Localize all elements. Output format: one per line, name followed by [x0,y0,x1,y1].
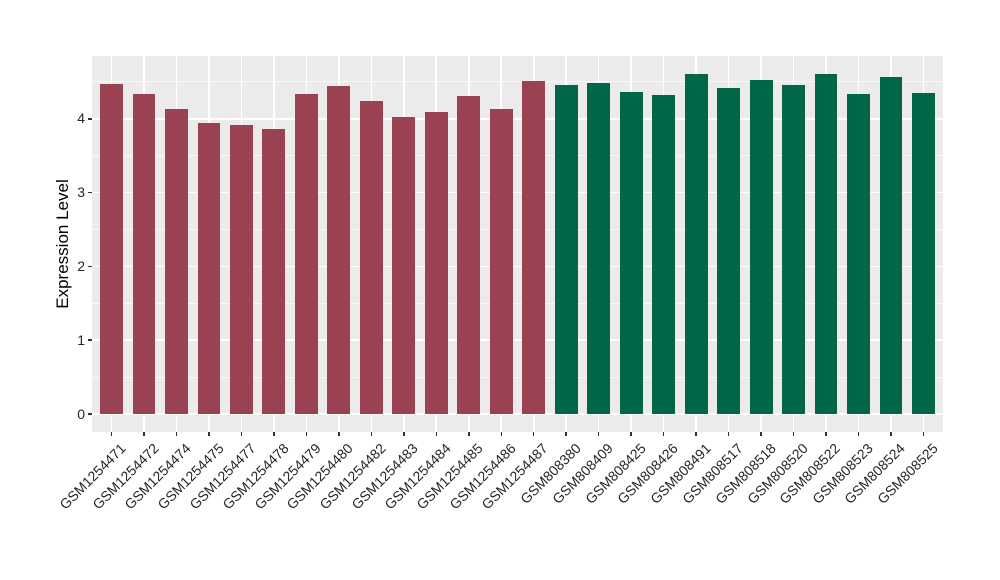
y-axis-title: Expression Level [53,179,72,309]
bar-GSM1254477 [230,124,253,414]
x-tick-mark [208,432,210,436]
x-tick-mark [630,432,632,436]
major-gridline [92,339,943,342]
plot-panel [92,56,943,432]
bar-GSM808525 [912,92,935,414]
bar-GSM808491 [684,73,708,414]
bar-GSM808520 [782,84,805,414]
minor-gridline [92,229,943,230]
bar-GSM808523 [847,93,870,414]
bar-GSM808524 [879,76,903,414]
bar-GSM808409 [587,82,611,414]
bar-GSM1254480 [327,86,351,414]
x-tick-mark [175,432,178,436]
x-tick-mark [695,432,697,436]
x-tick-mark [727,432,730,436]
bar-GSM808522 [814,73,838,414]
bar-GSM1254474 [165,109,188,414]
y-tick-label: 1 [77,331,85,348]
major-gridline [92,191,943,194]
y-tick-label: 3 [77,184,85,201]
x-tick-mark [857,432,860,436]
bar-GSM808518 [749,79,773,414]
x-tick-mark [792,432,795,436]
bar-GSM1254479 [294,93,318,414]
bar-GSM1254482 [359,101,383,414]
x-tick-mark [565,432,567,436]
x-tick-mark [760,432,762,436]
x-tick-mark [305,432,308,436]
bar-GSM1254478 [262,129,286,414]
minor-gridline [92,302,943,304]
x-tick-mark [338,432,340,436]
x-tick-mark [825,432,827,436]
y-tick-label: 0 [77,405,85,422]
bar-GSM1254471 [100,84,123,414]
x-tick-mark [403,432,405,436]
y-tick-label: 4 [77,110,85,127]
x-tick-mark [922,432,925,436]
x-tick-mark [240,432,243,436]
x-tick-mark [890,432,892,436]
minor-gridline [92,155,943,157]
x-tick-mark [532,432,535,436]
y-tick-mark [88,118,92,120]
bar-GSM808426 [652,95,676,414]
x-tick-mark [143,432,145,436]
bar-GSM1254485 [457,95,481,414]
bar-GSM808380 [554,84,578,414]
x-tick-mark [110,432,113,436]
x-tick-mark [435,432,438,436]
minor-gridline [92,376,943,378]
bar-GSM1254487 [522,81,546,414]
x-tick-mark [468,432,470,436]
bar-GSM1254486 [489,109,513,414]
y-tick-mark [88,339,92,341]
x-tick-mark [500,432,502,436]
major-gridline [92,265,943,268]
bar-GSM1254472 [132,93,156,414]
major-gridline [92,413,943,415]
bar-GSM808425 [619,92,643,414]
x-tick-mark [597,432,600,436]
bar-GSM1254484 [424,112,448,414]
bar-GSM808517 [717,87,741,414]
major-gridline [92,117,943,120]
x-tick-mark [662,432,665,436]
y-tick-label: 2 [77,257,85,274]
y-tick-mark [88,413,92,415]
y-tick-mark [88,191,92,194]
x-tick-mark [370,432,373,436]
y-tick-mark [88,265,92,268]
bar-GSM1254475 [197,123,221,414]
bar-GSM1254483 [392,117,416,414]
x-tick-mark [273,432,275,436]
minor-gridline [92,81,943,83]
